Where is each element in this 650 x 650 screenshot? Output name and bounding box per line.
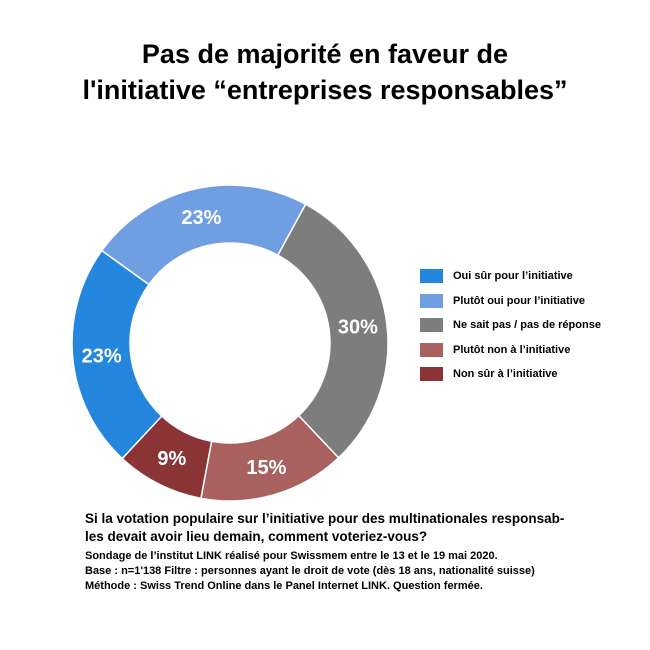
legend-plutot-non: Plutôt non à l’initiative — [420, 338, 601, 363]
slice-non-sur — [121, 415, 213, 500]
legend-swatch — [420, 269, 443, 284]
slice-ne-sait-pas-label: 30% — [338, 316, 378, 338]
legend-non-sur: Non sûr à l’initiative — [420, 362, 601, 387]
slice-ne-sait-pas — [276, 203, 389, 459]
survey-notes: Sondage de l’institut LINK réalisé pour … — [85, 549, 625, 594]
legend-label: Ne sait pas / pas de réponse — [453, 319, 601, 332]
slice-plutot-oui-label: 23% — [181, 207, 221, 229]
legend-ne-sait-pas: Ne sait pas / pas de réponse — [420, 313, 601, 338]
legend-swatch — [420, 342, 443, 357]
survey-question-line-2: les devait avoir lieu demain, comment vo… — [85, 529, 428, 544]
chart-legend: Oui sûr pour l’initiative Plutôt oui pour… — [420, 264, 601, 387]
chart-title-line-1: Pas de majorité en faveur de — [141, 39, 509, 69]
legend-swatch — [420, 318, 443, 333]
legend-swatch — [420, 293, 443, 308]
legend-label: Oui sûr pour l’initiative — [453, 270, 573, 283]
chart-title-line-2: l'initiative “entreprises responsables” — [82, 75, 568, 105]
legend-oui-sur: Oui sûr pour l’initiative — [420, 264, 601, 289]
slice-non-sur-label: 9% — [157, 448, 186, 470]
legend-label: Plutôt oui pour l’initiative — [453, 294, 585, 307]
survey-question-line-1: Si la votation populaire sur l’initiativ… — [85, 511, 565, 526]
slice-plutot-oui — [100, 184, 307, 286]
legend-label: Plutôt non à l’initiative — [453, 343, 571, 356]
legend-swatch — [420, 367, 443, 382]
slice-plutot-non-label: 15% — [246, 457, 286, 479]
survey-note-source: Sondage de l’institut LINK réalisé pour … — [85, 550, 498, 562]
survey-note-base: Base : n=1'138 Filtre : personnes ayant … — [85, 565, 535, 577]
legend-label: Non sûr à l’initiative — [453, 368, 558, 381]
legend-plutot-oui: Plutôt oui pour l’initiative — [420, 289, 601, 314]
slice-oui-sur-label: 23% — [82, 346, 122, 368]
survey-note-method: Méthode : Swiss Trend Online dans le Pan… — [85, 580, 483, 592]
chart-title: Pas de majorité en faveur de l'initiativ… — [0, 36, 650, 108]
survey-question: Si la votation populaire sur l’initiativ… — [85, 510, 625, 546]
